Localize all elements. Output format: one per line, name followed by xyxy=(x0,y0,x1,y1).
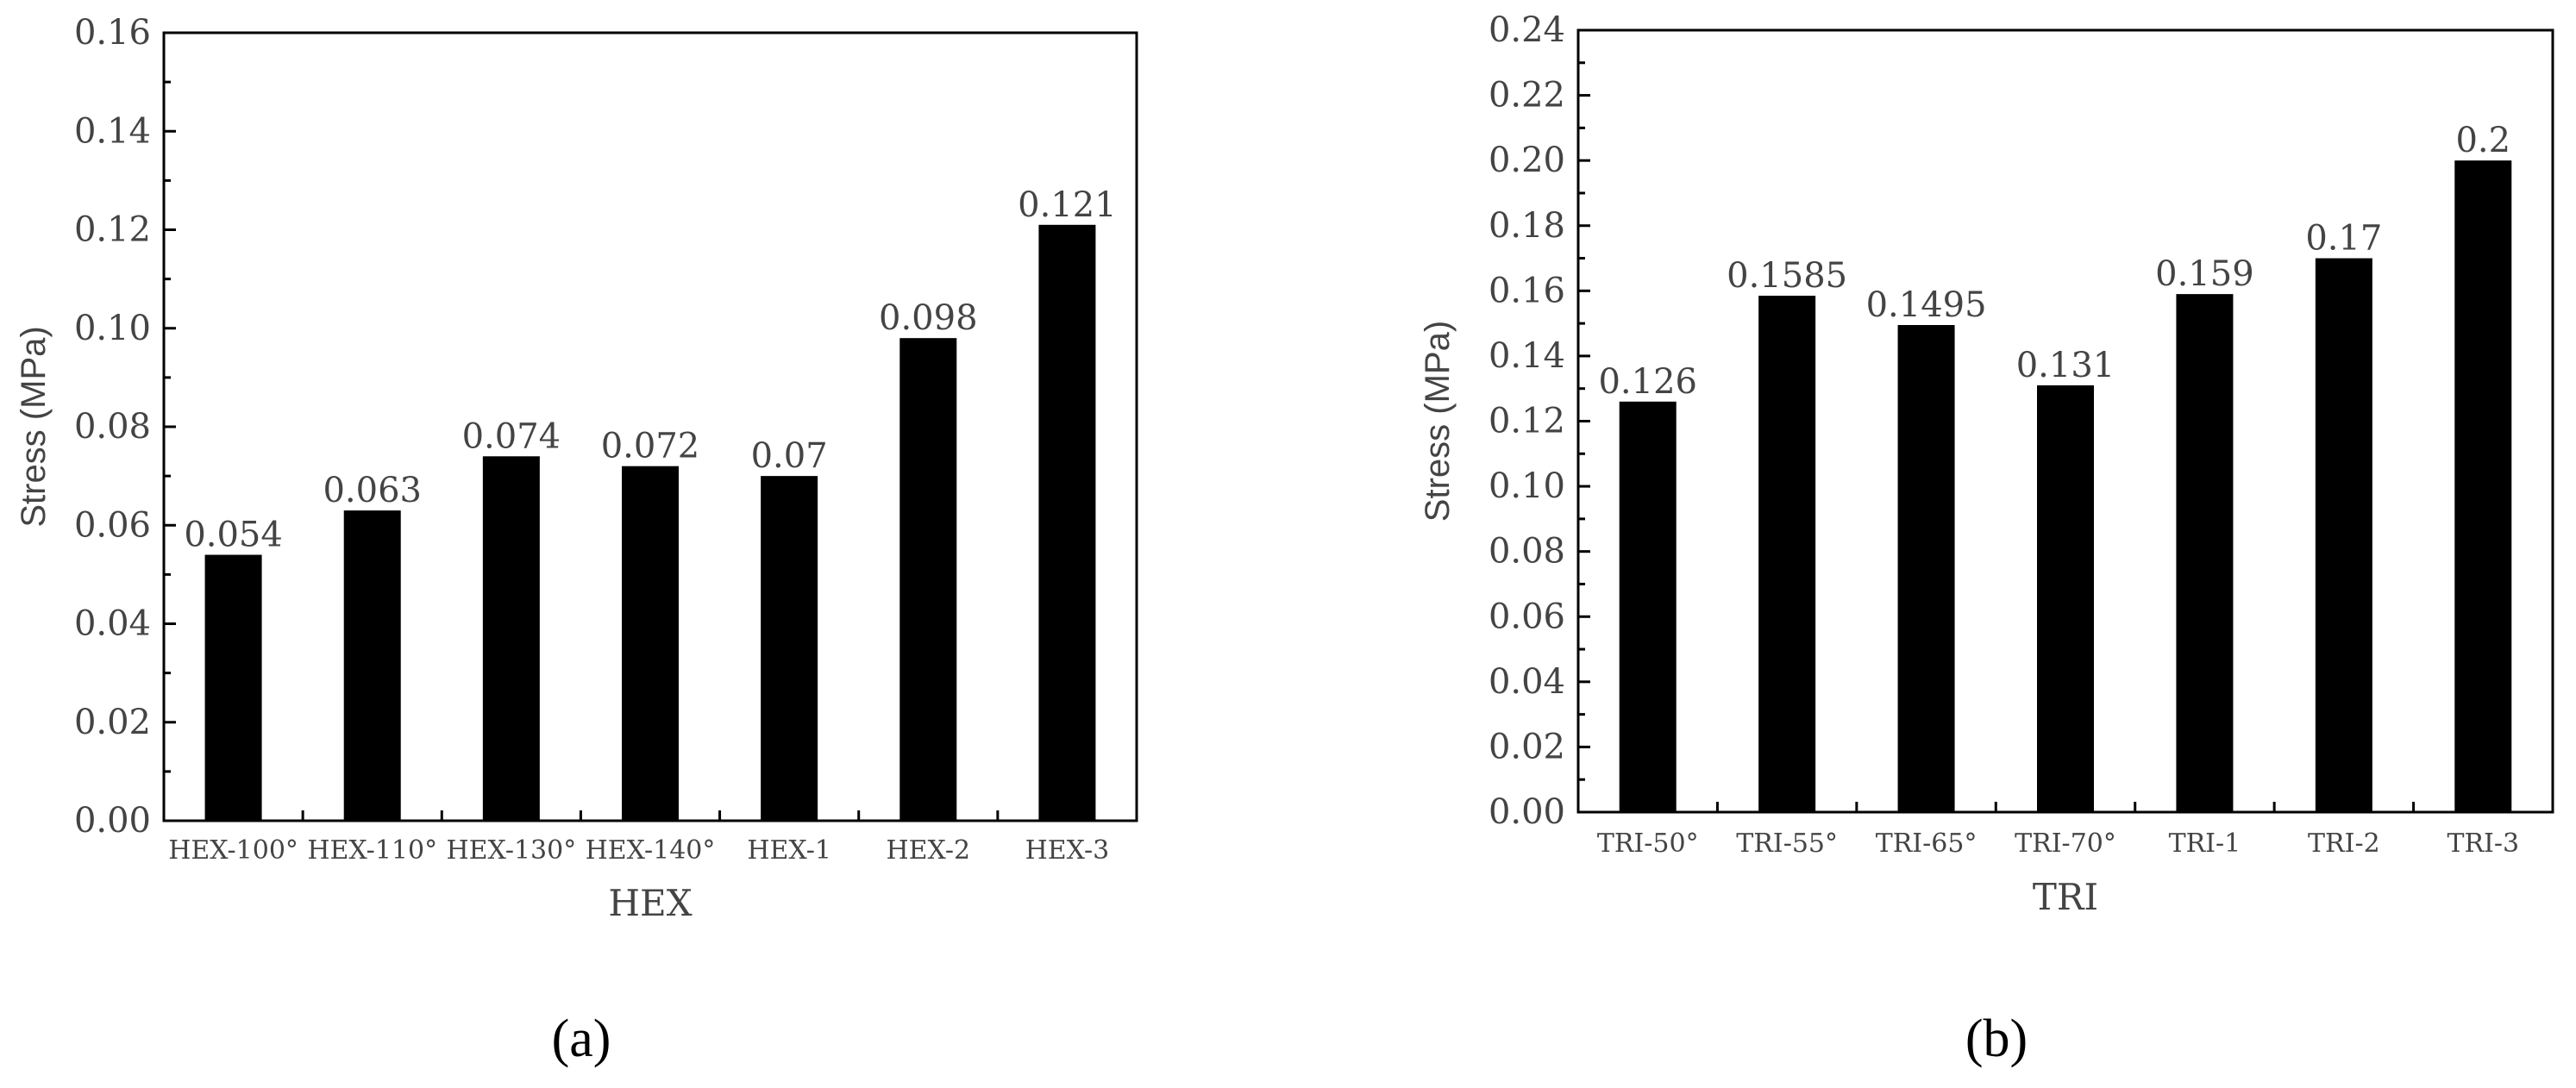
y-tick-label: 0.12 xyxy=(1489,402,1565,441)
y-tick-label: 0.02 xyxy=(74,703,151,742)
x-tick-label: HEX-2 xyxy=(886,835,970,866)
bar-5 xyxy=(2176,294,2234,812)
bar-1 xyxy=(204,554,262,821)
x-tick-label: TRI-1 xyxy=(2169,829,2241,859)
bar-6 xyxy=(899,338,957,821)
y-tick-label: 0.10 xyxy=(74,309,151,348)
data-label: 0.054 xyxy=(184,516,283,555)
y-tick-label: 0.12 xyxy=(74,210,151,250)
y-tick-label: 0.16 xyxy=(74,13,151,53)
bar-3 xyxy=(482,456,540,821)
bar-2 xyxy=(343,510,401,821)
y-tick-label: 0.08 xyxy=(74,407,151,447)
chart-panel-b: 0.00 0.02 0.04 0.06 0.08 0.10 0.12 0.14 0.16 0.18… xyxy=(1419,10,2554,1068)
y-tick-label: 0.14 xyxy=(74,111,151,151)
y-tick-label: 0.08 xyxy=(1489,532,1565,572)
x-tick-label: TRI-55° xyxy=(1736,829,1838,859)
bar-4 xyxy=(622,466,679,821)
y-tick-label: 0.22 xyxy=(1489,76,1565,116)
x-tick-label: HEX-1 xyxy=(747,835,831,866)
bar-2 xyxy=(1758,296,1816,812)
data-label: 0.2 xyxy=(2455,121,2510,160)
y-axis-title: Stress (MPa) xyxy=(15,326,53,527)
bar-1 xyxy=(1619,401,1677,812)
data-label: 0.1585 xyxy=(1727,256,1847,296)
x-tick-label: HEX-130° xyxy=(446,835,576,866)
bar-7 xyxy=(2454,160,2512,812)
data-label: 0.126 xyxy=(1598,362,1697,402)
data-label: 0.159 xyxy=(2155,254,2254,294)
bar-3 xyxy=(1897,325,1955,812)
x-tick-label: TRI-65° xyxy=(1876,829,1977,859)
data-label: 0.131 xyxy=(2016,346,2115,385)
x-tick-label: TRI-70° xyxy=(2015,829,2116,859)
y-tick-label: 0.10 xyxy=(1489,466,1565,506)
data-label: 0.1495 xyxy=(1866,285,1987,325)
y-tick-label: 0.02 xyxy=(1489,727,1565,766)
y-axis-title: Stress (MPa) xyxy=(1419,321,1457,522)
panel-label: (a) xyxy=(552,1010,611,1068)
y-tick-label: 0.24 xyxy=(1489,10,1565,50)
x-axis-title: HEX xyxy=(608,882,692,924)
y-tick-label: 0.00 xyxy=(74,801,151,841)
x-tick-label: HEX-110° xyxy=(307,835,437,866)
x-tick-label: TRI-2 xyxy=(2308,829,2380,859)
y-tick-label: 0.18 xyxy=(1489,206,1565,246)
bar-4 xyxy=(2037,385,2094,812)
bar-6 xyxy=(2315,258,2372,813)
data-label: 0.17 xyxy=(2305,219,2382,259)
y-tick-label: 0.14 xyxy=(1489,336,1565,376)
x-tick-label: HEX-140° xyxy=(586,835,716,866)
y-tick-label: 0.20 xyxy=(1489,141,1565,180)
chart-panel-a: 0.00 0.02 0.04 0.06 0.08 0.10 0.12 0.14 0.16 0.05… xyxy=(15,13,1138,1068)
panel-label: (b) xyxy=(1965,1010,2028,1068)
y-tick-label: 0.04 xyxy=(1489,662,1565,702)
data-label: 0.063 xyxy=(323,471,422,510)
x-tick-label: HEX-3 xyxy=(1025,835,1110,866)
data-label: 0.07 xyxy=(751,436,828,476)
data-label: 0.072 xyxy=(601,427,700,466)
data-label: 0.074 xyxy=(462,416,561,456)
y-tick-label: 0.06 xyxy=(74,505,151,545)
y-tick-label: 0.00 xyxy=(1489,792,1565,832)
bar-7 xyxy=(1038,224,1096,822)
x-tick-label: TRI-50° xyxy=(1597,829,1699,859)
bar-5 xyxy=(761,476,818,821)
x-tick-label: HEX-100° xyxy=(168,835,298,866)
y-tick-label: 0.06 xyxy=(1489,597,1565,636)
y-tick-label: 0.04 xyxy=(74,604,151,644)
data-label: 0.098 xyxy=(879,298,978,338)
x-axis-title: TRI xyxy=(2033,876,2098,918)
x-tick-label: TRI-3 xyxy=(2447,829,2519,859)
y-tick-label: 0.16 xyxy=(1489,271,1565,310)
data-label: 0.121 xyxy=(1018,185,1117,225)
